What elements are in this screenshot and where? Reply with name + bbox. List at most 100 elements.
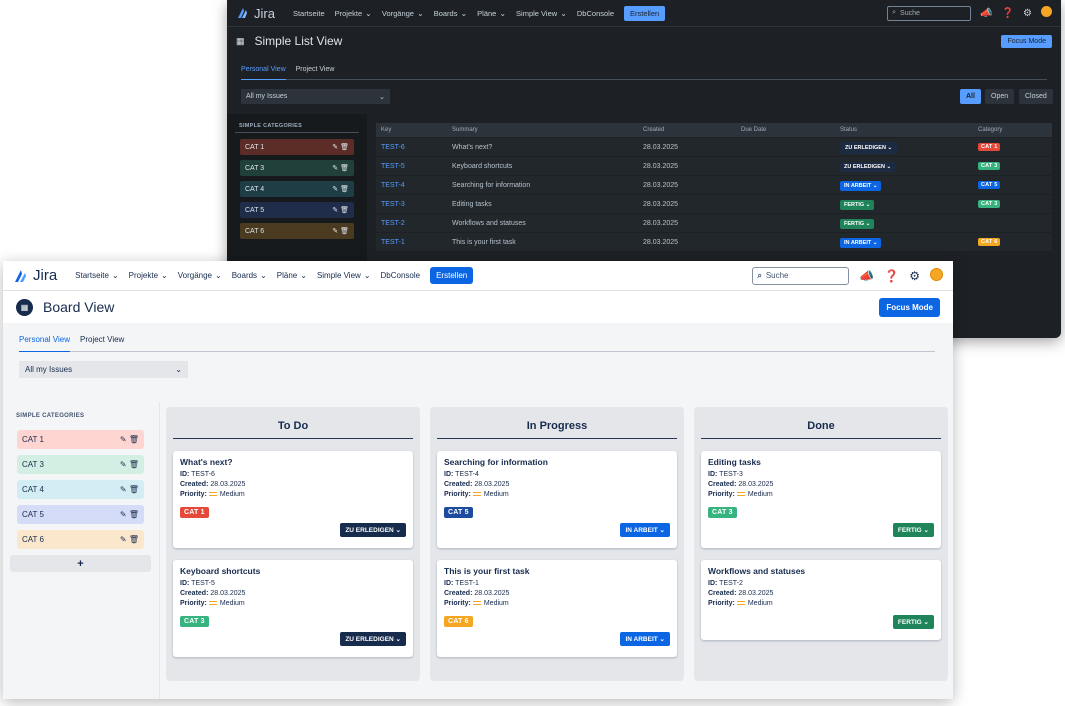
category-item[interactable]: CAT 6 ✎ 🗑: [240, 223, 354, 239]
category-item[interactable]: CAT 1 ✎ 🗑: [240, 139, 354, 155]
filter-all-button[interactable]: All: [960, 89, 981, 104]
table-row[interactable]: TEST-4 Searching for information 28.03.2…: [376, 176, 1052, 195]
table-row[interactable]: TEST-2 Workflows and statuses 28.03.2025…: [376, 214, 1052, 233]
category-item[interactable]: CAT 4 ✎ 🗑: [17, 480, 144, 499]
trash-icon[interactable]: 🗑: [340, 165, 349, 172]
edit-pencil-icon[interactable]: ✎: [119, 535, 127, 544]
issue-key-link[interactable]: TEST-1: [381, 238, 405, 246]
column-header[interactable]: Status: [840, 127, 858, 133]
nav-item-simple-view[interactable]: Simple View ⌄: [317, 271, 371, 280]
issue-key-link[interactable]: TEST-3: [381, 200, 405, 208]
tab-personal-view[interactable]: Personal View: [19, 335, 70, 352]
status-dropdown[interactable]: IN ARBEIT ⌄: [620, 632, 670, 646]
column-header[interactable]: Summary: [452, 127, 478, 133]
issue-key-link[interactable]: TEST-2: [381, 219, 405, 227]
nav-item-startseite[interactable]: Startseite: [293, 9, 325, 18]
category-item[interactable]: CAT 3 ✎ 🗑: [240, 160, 354, 176]
trash-icon[interactable]: 🗑: [128, 485, 139, 494]
column-header[interactable]: Category: [978, 127, 1003, 133]
edit-pencil-icon[interactable]: ✎: [332, 144, 339, 151]
edit-pencil-icon[interactable]: ✎: [119, 460, 127, 469]
settings-gear-icon[interactable]: ⚙: [1023, 7, 1032, 19]
issue-key-link[interactable]: TEST-4: [381, 181, 405, 189]
category-item[interactable]: CAT 3 ✎ 🗑: [17, 455, 144, 474]
jira-logo[interactable]: Jira: [13, 267, 57, 284]
status-dropdown[interactable]: IN ARBEIT ⌄: [840, 180, 882, 191]
avatar[interactable]: [1041, 6, 1052, 20]
trash-icon[interactable]: 🗑: [340, 207, 349, 214]
status-dropdown[interactable]: FERTIG ⌄: [840, 218, 875, 229]
trash-icon[interactable]: 🗑: [340, 228, 349, 235]
issue-card[interactable]: Workflows and statuses ID: TEST-2 Create…: [701, 560, 941, 640]
nav-item-plaene[interactable]: Pläne ⌄: [277, 271, 307, 280]
trash-icon[interactable]: 🗑: [128, 510, 139, 519]
status-dropdown[interactable]: ZU ERLEDIGEN ⌄: [840, 161, 896, 172]
status-dropdown[interactable]: ZU ERLEDIGEN ⌄: [340, 523, 406, 537]
category-item[interactable]: CAT 4 ✎ 🗑: [240, 181, 354, 197]
help-icon[interactable]: ❓: [1001, 7, 1015, 19]
edit-pencil-icon[interactable]: ✎: [332, 207, 339, 214]
category-item[interactable]: CAT 6 ✎ 🗑: [17, 530, 144, 549]
edit-pencil-icon[interactable]: ✎: [119, 510, 127, 519]
nav-item-boards[interactable]: Boards ⌄: [232, 271, 267, 280]
category-item[interactable]: CAT 1 ✎ 🗑: [17, 430, 144, 449]
notifications-icon[interactable]: 📣: [859, 268, 875, 283]
column-header[interactable]: Created: [643, 127, 665, 133]
category-item[interactable]: CAT 5 ✎ 🗑: [17, 505, 144, 524]
nav-item-simple-view[interactable]: Simple View ⌄: [516, 9, 567, 18]
edit-pencil-icon[interactable]: ✎: [119, 435, 127, 444]
trash-icon[interactable]: 🗑: [128, 535, 139, 544]
table-row[interactable]: TEST-3 Editing tasks 28.03.2025 FERTIG ⌄…: [376, 195, 1052, 214]
column-header[interactable]: Due Date: [741, 127, 767, 133]
issue-filter-select[interactable]: All my Issues ⌄: [19, 361, 188, 378]
filter-closed-button[interactable]: Closed: [1019, 89, 1053, 104]
focus-mode-button[interactable]: Focus Mode: [879, 297, 940, 317]
nav-item-boards[interactable]: Boards ⌄: [434, 9, 467, 18]
nav-item-projekte[interactable]: Projekte ⌄: [335, 9, 372, 18]
status-dropdown[interactable]: IN ARBEIT ⌄: [840, 237, 882, 248]
trash-icon[interactable]: 🗑: [340, 144, 349, 151]
column-header[interactable]: Key: [381, 127, 392, 133]
nav-item-dbconsole[interactable]: DbConsole: [577, 9, 614, 18]
settings-gear-icon[interactable]: ⚙: [909, 268, 920, 283]
edit-pencil-icon[interactable]: ✎: [332, 228, 339, 235]
nav-item-dbconsole[interactable]: DbConsole: [381, 271, 421, 280]
status-dropdown[interactable]: IN ARBEIT ⌄: [620, 523, 670, 537]
table-row[interactable]: TEST-5 Keyboard shortcuts 28.03.2025 ZU …: [376, 157, 1052, 176]
nav-item-projekte[interactable]: Projekte ⌄: [129, 271, 168, 280]
status-dropdown[interactable]: ZU ERLEDIGEN ⌄: [340, 632, 406, 646]
nav-item-startseite[interactable]: Startseite ⌄: [75, 271, 119, 280]
trash-icon[interactable]: 🗑: [340, 186, 349, 193]
nav-item-vorgaenge[interactable]: Vorgänge ⌄: [178, 271, 222, 280]
tab-personal-view[interactable]: Personal View: [241, 66, 286, 80]
status-dropdown[interactable]: ZU ERLEDIGEN ⌄: [840, 141, 898, 154]
edit-pencil-icon[interactable]: ✎: [332, 165, 339, 172]
edit-pencil-icon[interactable]: ✎: [119, 485, 127, 494]
filter-open-button[interactable]: Open: [985, 89, 1015, 104]
search-input[interactable]: ⌕ Suche: [752, 266, 850, 285]
issue-card[interactable]: Keyboard shortcuts ID: TEST-5 Created: 2…: [173, 560, 413, 657]
table-row[interactable]: TEST-6 What's next? 28.03.2025 ZU ERLEDI…: [376, 138, 1052, 157]
status-dropdown[interactable]: FERTIG ⌄: [892, 523, 934, 537]
status-dropdown[interactable]: FERTIG ⌄: [840, 199, 875, 210]
add-category-button[interactable]: +: [10, 555, 151, 572]
issue-key-link[interactable]: TEST-5: [381, 162, 405, 170]
issue-card[interactable]: Searching for information ID: TEST-4 Cre…: [437, 451, 677, 548]
jira-logo[interactable]: Jira: [236, 6, 275, 21]
trash-icon[interactable]: 🗑: [128, 435, 139, 444]
notifications-icon[interactable]: 📣: [980, 7, 993, 19]
issue-card[interactable]: This is your first task ID: TEST-1 Creat…: [437, 560, 677, 657]
create-button[interactable]: Erstellen: [624, 5, 666, 21]
help-icon[interactable]: ❓: [884, 268, 900, 283]
category-item[interactable]: CAT 5 ✎ 🗑: [240, 202, 354, 218]
focus-mode-button[interactable]: Focus Mode: [1001, 34, 1052, 48]
tab-project-view[interactable]: Project View: [80, 335, 125, 344]
issue-card[interactable]: What's next? ID: TEST-6 Created: 28.03.2…: [173, 451, 413, 548]
status-dropdown[interactable]: FERTIG ⌄: [892, 615, 934, 629]
trash-icon[interactable]: 🗑: [128, 460, 139, 469]
issue-filter-select[interactable]: All my Issues ⌄: [241, 89, 390, 104]
table-row[interactable]: TEST-1 This is your first task 28.03.202…: [376, 233, 1052, 252]
nav-item-plaene[interactable]: Pläne ⌄: [477, 9, 506, 18]
issue-card[interactable]: Editing tasks ID: TEST-3 Created: 28.03.…: [701, 451, 941, 548]
issue-key-link[interactable]: TEST-6: [381, 143, 405, 151]
